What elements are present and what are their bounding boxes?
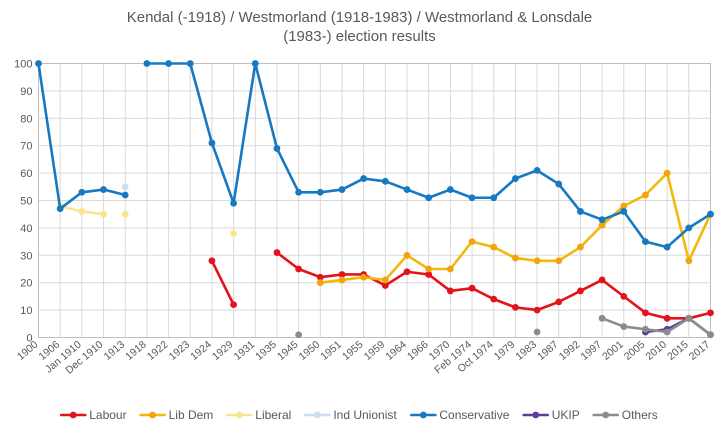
svg-text:1966: 1966 <box>405 339 431 363</box>
svg-text:2015: 2015 <box>665 339 691 363</box>
svg-text:Ind Unionist: Ind Unionist <box>333 408 397 422</box>
svg-text:Conservative: Conservative <box>439 408 509 422</box>
svg-text:30: 30 <box>20 250 32 262</box>
svg-text:1929: 1929 <box>210 339 236 363</box>
svg-text:1992: 1992 <box>557 339 583 363</box>
svg-text:60: 60 <box>20 168 32 180</box>
svg-text:1900: 1900 <box>15 339 41 363</box>
svg-text:UKIP: UKIP <box>552 408 580 422</box>
svg-text:2005: 2005 <box>622 339 648 363</box>
svg-text:1997: 1997 <box>578 339 604 363</box>
svg-text:1924: 1924 <box>188 339 214 363</box>
svg-text:1979: 1979 <box>492 339 518 363</box>
svg-text:70: 70 <box>20 141 32 153</box>
svg-text:1951: 1951 <box>318 339 344 363</box>
svg-text:1935: 1935 <box>253 339 279 363</box>
svg-text:1913: 1913 <box>102 339 128 363</box>
svg-text:40: 40 <box>20 223 32 235</box>
svg-text:1923: 1923 <box>167 339 193 363</box>
svg-text:1955: 1955 <box>340 339 366 363</box>
svg-text:80: 80 <box>20 113 32 125</box>
svg-text:50: 50 <box>20 196 32 208</box>
svg-text:Labour: Labour <box>89 408 126 422</box>
svg-text:100: 100 <box>14 59 32 71</box>
svg-text:1983: 1983 <box>513 339 539 363</box>
svg-text:2010: 2010 <box>643 339 669 363</box>
svg-text:2001: 2001 <box>600 339 626 363</box>
svg-text:1950: 1950 <box>297 339 323 363</box>
svg-text:Others: Others <box>622 408 658 422</box>
svg-text:1922: 1922 <box>145 339 171 363</box>
svg-text:10: 10 <box>20 305 32 317</box>
svg-text:1918: 1918 <box>123 339 149 363</box>
svg-text:1959: 1959 <box>362 339 388 363</box>
svg-text:Lib Dem: Lib Dem <box>169 408 214 422</box>
svg-text:2017: 2017 <box>687 339 713 363</box>
svg-text:1945: 1945 <box>275 339 301 363</box>
svg-text:90: 90 <box>20 86 32 98</box>
svg-text:1987: 1987 <box>535 339 561 363</box>
svg-text:20: 20 <box>20 278 32 290</box>
svg-text:1931: 1931 <box>232 339 258 363</box>
svg-text:1964: 1964 <box>383 339 409 363</box>
svg-text:Liberal: Liberal <box>255 408 291 422</box>
